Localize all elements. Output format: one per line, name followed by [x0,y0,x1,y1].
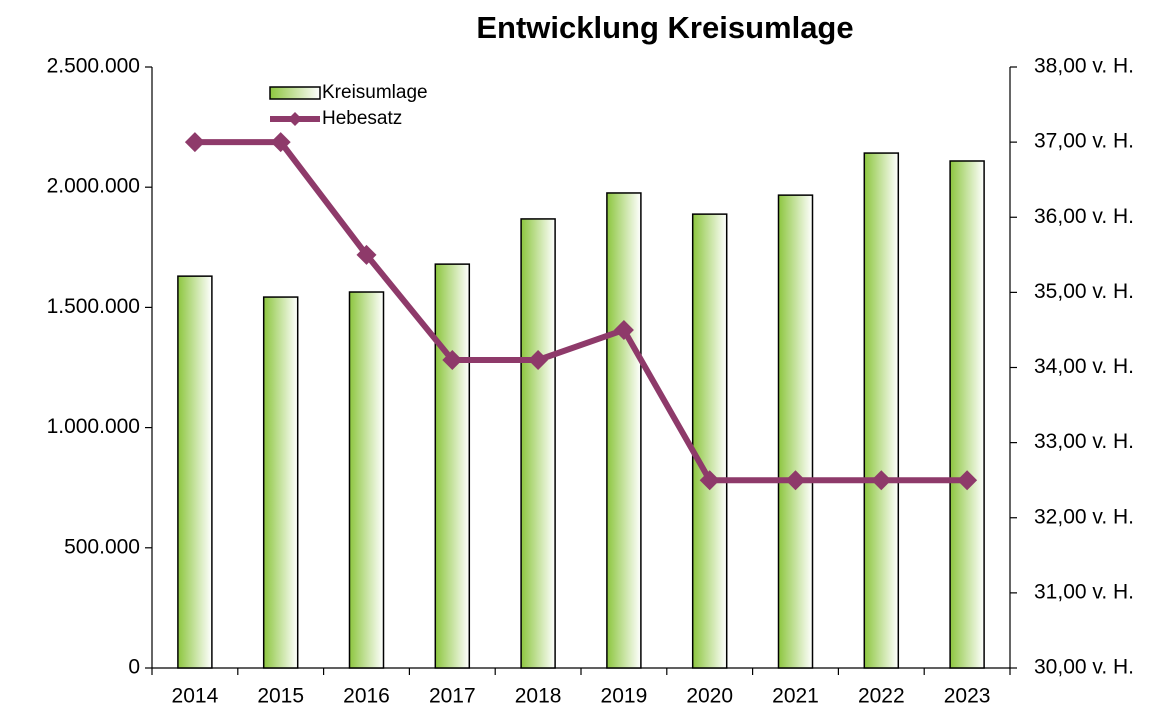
line [194,139,968,484]
bar [863,152,900,669]
y2-tick-label: 34,00 v. H. [1034,355,1134,378]
y-tick-label: 2.500.000 [47,55,140,78]
x-tick-label: 2020 [686,685,733,708]
x-tick-label: 2014 [172,685,219,708]
bar [348,291,385,669]
x-tick-label: 2016 [343,685,390,708]
bar [949,160,985,669]
y2-tick-label: 31,00 v. H. [1034,580,1134,603]
line-marker [442,349,463,370]
line-marker [184,132,205,153]
x-tick-label: 2022 [858,685,905,708]
y2-tick-label: 36,00 v. H. [1034,205,1134,228]
legend-label: Hebesatz [322,108,402,129]
bar [520,218,556,669]
bar [177,275,213,669]
y-tick-label: 1.500.000 [47,295,140,318]
y2-tick-label: 32,00 v. H. [1034,505,1134,528]
line-marker [356,244,377,265]
y2-tick-label: 30,00 v. H. [1034,656,1134,679]
line-marker [785,470,806,491]
legend-marker [288,112,302,126]
y2-tick-label: 38,00 v. H. [1034,55,1134,78]
line-marker [871,470,892,491]
x-tick-label: 2019 [601,685,648,708]
line-marker [270,132,291,153]
y2-tick-label: 35,00 v. H. [1034,280,1134,303]
bar [691,213,728,669]
line-marker [528,349,549,370]
bar [434,263,471,669]
y-tick-label: 500.000 [64,535,140,558]
y-tick-label: 2.000.000 [47,175,140,198]
y2-tick-label: 33,00 v. H. [1034,430,1134,453]
y-tick-label: 0 [128,656,140,679]
y2-tick-label: 37,00 v. H. [1034,130,1134,153]
x-tick-label: 2015 [257,685,304,708]
x-tick-label: 2018 [515,685,562,708]
bar [606,192,642,669]
line-marker [957,470,978,491]
line-marker [699,470,720,491]
legend-swatch [269,86,321,100]
y-tick-label: 1.000.000 [47,415,140,438]
line-marker [613,319,634,340]
bar [262,296,299,669]
legend-label: Kreisumlage [322,82,428,103]
chart-title: Entwicklung Kreisumlage [476,10,853,45]
x-tick-label: 2017 [429,685,476,708]
x-tick-label: 2023 [944,685,991,708]
x-tick-label: 2021 [772,685,819,708]
bar [777,194,814,669]
